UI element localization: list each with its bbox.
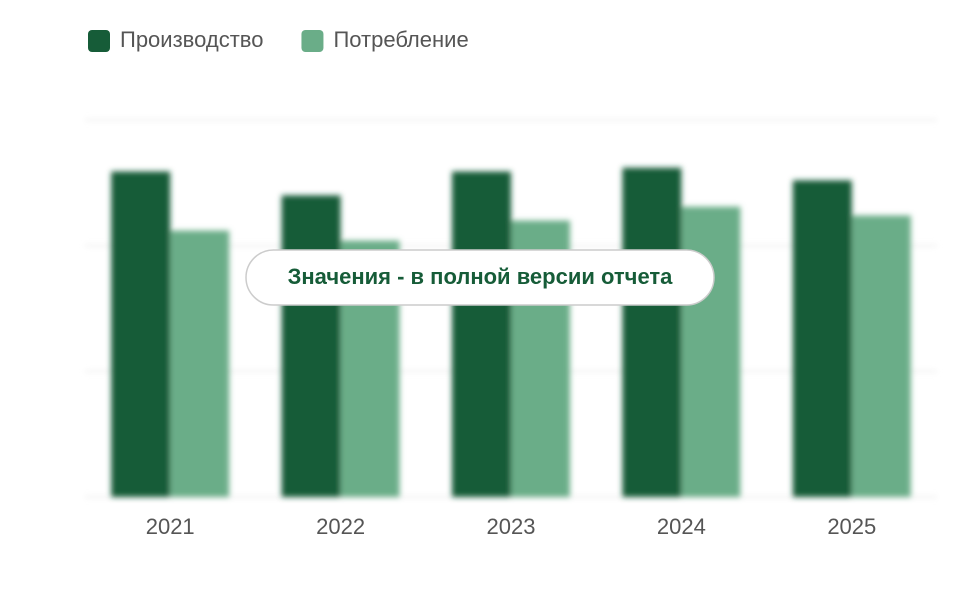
- bar: [622, 167, 682, 497]
- x-tick-label: 2024: [657, 514, 706, 539]
- bar: [111, 171, 171, 498]
- legend-label: Потребление: [333, 27, 468, 52]
- x-tick-label: 2025: [827, 514, 876, 539]
- overlay-text: Значения - в полной версии отчета: [288, 264, 674, 289]
- bar: [792, 180, 852, 497]
- bar: [851, 215, 911, 498]
- bar: [170, 230, 230, 497]
- legend-swatch: [301, 30, 324, 52]
- legend-swatch: [88, 30, 110, 52]
- x-tick-label: 2022: [316, 514, 365, 539]
- legend-label: Производство: [120, 27, 263, 52]
- overlay-box: [245, 249, 715, 306]
- bar: [452, 171, 511, 498]
- x-tick-label: 2021: [146, 514, 195, 539]
- x-tick-label: 2023: [487, 514, 536, 539]
- bar: [281, 195, 341, 497]
